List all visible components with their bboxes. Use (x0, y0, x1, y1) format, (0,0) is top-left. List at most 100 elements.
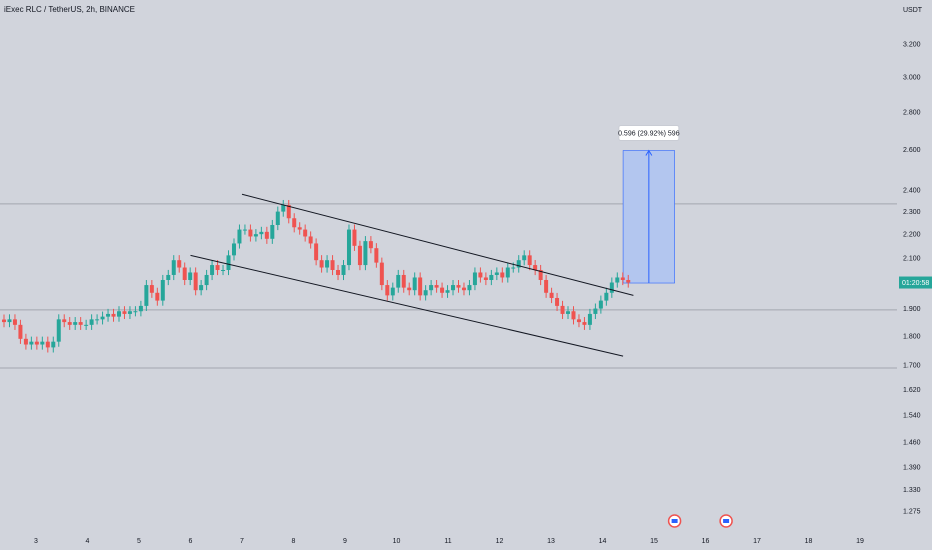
candle-body[interactable] (314, 243, 319, 261)
candle-body[interactable] (73, 322, 78, 325)
candle-body[interactable] (423, 290, 428, 296)
candle-body[interactable] (166, 274, 171, 280)
candle-body[interactable] (67, 322, 72, 325)
candle-body[interactable] (560, 305, 565, 314)
candle-body[interactable] (325, 260, 330, 268)
candle-body[interactable] (407, 287, 412, 291)
candle-body[interactable] (587, 313, 592, 325)
candle-body[interactable] (100, 316, 105, 320)
candle-body[interactable] (604, 292, 609, 301)
channel-lower-line[interactable] (190, 254, 624, 357)
candle-body[interactable] (396, 274, 401, 288)
candle-body[interactable] (385, 285, 390, 296)
candle-body[interactable] (511, 267, 516, 269)
candle-body[interactable] (494, 272, 499, 275)
candle-body[interactable] (549, 292, 554, 298)
candle-body[interactable] (615, 277, 620, 283)
candle-body[interactable] (434, 285, 439, 288)
candle-body[interactable] (483, 277, 488, 280)
candle-body[interactable] (231, 243, 236, 256)
candle-body[interactable] (379, 262, 384, 286)
candle-body[interactable] (303, 229, 308, 237)
candle-body[interactable] (144, 285, 149, 306)
candle-body[interactable] (116, 311, 121, 317)
candle-body[interactable] (127, 311, 132, 314)
candle-body[interactable] (440, 287, 445, 293)
candle-body[interactable] (34, 341, 39, 345)
candle-body[interactable] (106, 313, 111, 317)
candle-body[interactable] (544, 279, 549, 293)
candle-body[interactable] (275, 211, 280, 226)
channel-upper-line[interactable] (241, 193, 634, 296)
candle-body[interactable] (522, 255, 527, 261)
candle-body[interactable] (253, 234, 258, 237)
candle-body[interactable] (84, 324, 89, 326)
candle-body[interactable] (330, 260, 335, 270)
candle-body[interactable] (582, 322, 587, 325)
candle-body[interactable] (401, 274, 406, 288)
candle-body[interactable] (576, 319, 581, 323)
candle-body[interactable] (445, 290, 450, 293)
candle-body[interactable] (12, 319, 17, 325)
candle-body[interactable] (489, 274, 494, 280)
candle-body[interactable] (23, 338, 28, 345)
candle-body[interactable] (18, 324, 23, 339)
candle-body[interactable] (111, 313, 116, 317)
candle-body[interactable] (451, 285, 456, 291)
candle-body[interactable] (95, 319, 100, 321)
candle-body[interactable] (571, 311, 576, 320)
candle-body[interactable] (133, 311, 138, 313)
candle-body[interactable] (259, 231, 264, 235)
candle-body[interactable] (390, 287, 395, 296)
candle-body[interactable] (352, 229, 357, 246)
candle-body[interactable] (319, 260, 324, 268)
candle-body[interactable] (199, 285, 204, 291)
candle-body[interactable] (160, 279, 165, 301)
candle-body[interactable] (188, 272, 193, 280)
candle-body[interactable] (286, 205, 291, 219)
candle-body[interactable] (363, 241, 368, 266)
candle-body[interactable] (467, 285, 472, 291)
candle-body[interactable] (221, 269, 226, 271)
candle-body[interactable] (2, 319, 6, 323)
candle-body[interactable] (593, 308, 598, 314)
candle-body[interactable] (204, 274, 209, 286)
candle-body[interactable] (500, 272, 505, 278)
candle-body[interactable] (609, 282, 614, 293)
candle-body[interactable] (292, 218, 297, 228)
candle-body[interactable] (210, 265, 215, 275)
candle-body[interactable] (171, 260, 176, 275)
candle-body[interactable] (478, 272, 483, 278)
candle-body[interactable] (177, 260, 182, 268)
candle-body[interactable] (297, 227, 302, 230)
candle-body[interactable] (45, 341, 50, 348)
candle-body[interactable] (527, 255, 532, 266)
candle-body[interactable] (281, 205, 286, 212)
candle-body[interactable] (29, 341, 34, 345)
candle-body[interactable] (51, 341, 56, 348)
candle-body[interactable] (193, 272, 198, 291)
candle-body[interactable] (598, 300, 603, 309)
candle-body[interactable] (341, 265, 346, 275)
candle-body[interactable] (374, 248, 379, 263)
candle-body[interactable] (456, 285, 461, 288)
candle-body[interactable] (242, 229, 247, 231)
candle-body[interactable] (270, 225, 275, 239)
candle-body[interactable] (7, 319, 12, 323)
candle-body[interactable] (555, 297, 560, 306)
candle-body[interactable] (429, 285, 434, 291)
candle-body[interactable] (346, 229, 351, 266)
candle-body[interactable] (472, 272, 477, 286)
candle-body[interactable] (308, 236, 313, 244)
candle-body[interactable] (78, 322, 83, 325)
candle-body[interactable] (215, 265, 220, 270)
candle-body[interactable] (56, 319, 61, 342)
candle-body[interactable] (40, 341, 45, 345)
candle-body[interactable] (336, 269, 341, 275)
candle-body[interactable] (122, 311, 127, 314)
candle-body[interactable] (461, 287, 466, 291)
candle-body[interactable] (155, 292, 160, 301)
candle-body[interactable] (237, 229, 242, 244)
